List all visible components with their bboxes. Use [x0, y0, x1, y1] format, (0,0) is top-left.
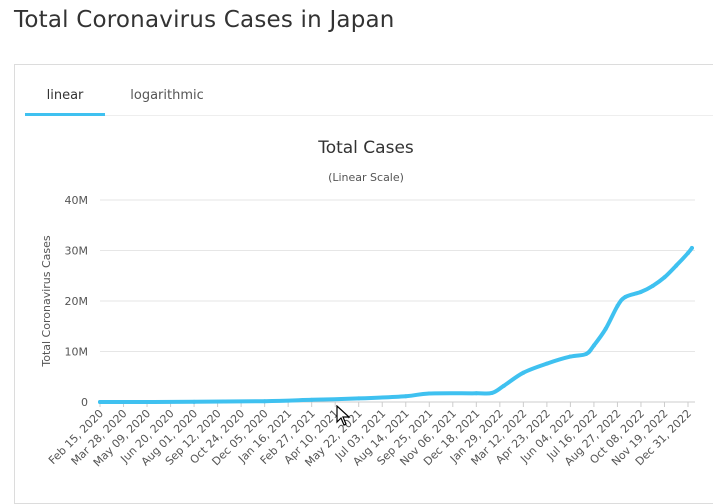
y-tick-label: 40M [65, 194, 89, 207]
tab-active-underline [25, 113, 105, 116]
data-point [262, 399, 267, 404]
data-point [603, 326, 608, 331]
data-point [674, 263, 679, 268]
data-point [521, 370, 526, 375]
series-line [98, 246, 694, 404]
y-tick-label: 10M [65, 346, 89, 359]
scale-tabs: linear logarithmic [25, 65, 713, 116]
data-point [501, 383, 506, 388]
data-point [638, 289, 643, 294]
data-point [309, 397, 314, 402]
data-point [356, 396, 361, 401]
data-point [568, 354, 573, 359]
tab-logarithmic[interactable]: logarithmic [117, 65, 217, 115]
data-point [591, 343, 596, 348]
data-point [98, 400, 102, 404]
y-tick-label: 0 [81, 396, 88, 409]
data-point [689, 245, 694, 250]
y-tick-label: 30M [65, 245, 89, 258]
chart-subtitle: (Linear Scale) [328, 171, 404, 184]
data-point [662, 275, 667, 280]
data-point [403, 394, 408, 399]
data-point [427, 391, 432, 396]
data-point [623, 294, 628, 299]
data-point [615, 304, 620, 309]
data-point [192, 399, 197, 404]
tab-logarithmic-label: logarithmic [130, 88, 204, 103]
data-point [490, 390, 494, 395]
mouse-cursor-icon [336, 405, 351, 426]
chart-title: Total Cases [317, 138, 414, 158]
data-point [474, 391, 479, 396]
tab-linear-label: linear [46, 88, 84, 103]
chart-panel: linear logarithmic [14, 64, 713, 504]
page-title: Total Coronavirus Cases in Japan [14, 7, 395, 33]
total-cases-chart: Total Cases (Linear Scale) 0 10M 20M 30M 40M… [40, 138, 695, 469]
tab-linear[interactable]: linear [25, 65, 105, 116]
data-point [650, 283, 655, 288]
data-point [544, 361, 549, 366]
y-tick-label: 20M [65, 295, 89, 308]
y-axis-label: Total Coronavirus Cases [40, 235, 53, 368]
data-point [584, 352, 589, 357]
data-point [686, 251, 690, 256]
